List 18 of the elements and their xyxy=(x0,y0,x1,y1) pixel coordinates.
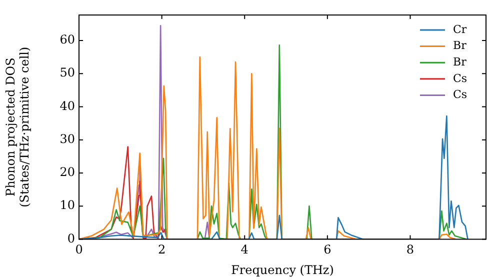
y-tick-label: 50 xyxy=(60,66,75,80)
x-axis-title: Frequency (THz) xyxy=(231,262,334,277)
y-tick-label: 40 xyxy=(60,98,75,113)
legend-label: Cs xyxy=(453,88,468,102)
y-tick-label: 30 xyxy=(60,132,75,146)
y-tick-label: 60 xyxy=(60,32,75,47)
x-tick-label: 6 xyxy=(324,242,332,257)
x-tick-label: 4 xyxy=(240,242,249,257)
y-axis-title: Phonon projected DOS (States/THz·primitive cell) xyxy=(3,46,32,208)
y-tick-label: 0 xyxy=(67,231,75,246)
legend-label: Cr xyxy=(453,22,468,36)
y-tick-label: 20 xyxy=(60,165,75,180)
legend-label: Br xyxy=(453,39,468,52)
x-tick-label: 2 xyxy=(158,242,166,257)
y-tick-label: 10 xyxy=(60,198,75,212)
legend-label: Br xyxy=(453,55,468,68)
x-tick-label: 8 xyxy=(406,242,414,257)
legend-label: Cs xyxy=(453,72,468,85)
